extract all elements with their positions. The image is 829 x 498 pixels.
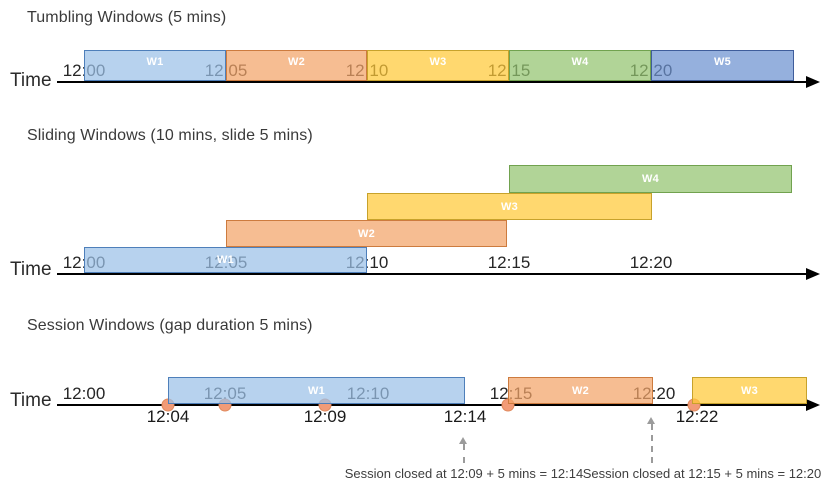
tumbling-section-title: Tumbling Windows (5 mins) xyxy=(27,9,227,26)
sliding-window-w1: W1 xyxy=(84,247,367,273)
sliding-tick-1205: 12:05 xyxy=(204,253,248,272)
tumbling-window-label-w5: W5 xyxy=(713,56,732,68)
sliding-window-w4: W4 xyxy=(509,165,792,193)
session-section-title: Session Windows (gap duration 5 mins) xyxy=(27,317,313,334)
sliding-tick-1200: 12:00 xyxy=(62,253,106,272)
tumbling-window-label-w4: W4 xyxy=(571,56,589,68)
session-event-time-1209: 12:09 xyxy=(303,407,347,426)
session-annotation-text-1: Session closed at 12:09 + 5 mins = 12:14 xyxy=(344,466,584,481)
sliding-section-title: Sliding Windows (10 mins, slide 5 mins) xyxy=(27,127,313,144)
sliding-window-w2: W2 xyxy=(226,220,507,247)
tumbling-window-label-w2: W2 xyxy=(287,56,306,68)
session-event-dot-1204 xyxy=(161,398,175,412)
sliding-tick-1210: 12:10 xyxy=(345,253,389,272)
tumbling-tick-1220: 12:20 xyxy=(629,61,673,80)
sliding-axis-arrowhead-icon xyxy=(806,268,820,280)
tumbling-tick-1210: 12:10 xyxy=(345,61,389,80)
tumbling-window-w1: W1 xyxy=(84,50,226,81)
sliding-time-axis xyxy=(57,273,806,275)
tumbling-window-w3: W3 xyxy=(367,50,509,81)
tumbling-window-w5: W5 xyxy=(651,50,794,81)
session-event-dot-1205 xyxy=(218,398,232,412)
session-window-label-w1: W1 xyxy=(307,384,326,397)
tumbling-tick-1200: 12:00 xyxy=(62,61,106,80)
session-event-time-1214: 12:14 xyxy=(443,407,487,426)
sliding-window-label-w1: W1 xyxy=(216,254,235,266)
tumbling-window-w2: W2 xyxy=(226,50,367,81)
tumbling-axis-arrowhead-icon xyxy=(806,76,820,88)
tumbling-window-label-w1: W1 xyxy=(146,56,164,68)
session-event-dot-1209 xyxy=(318,398,332,412)
session-tick-1205: 12:05 xyxy=(203,384,247,403)
session-annotation-arrow-2 xyxy=(651,424,653,463)
tumbling-tick-1215: 12:15 xyxy=(487,61,531,80)
sliding-window-label-w2: W2 xyxy=(357,227,376,240)
session-tick-1210: 12:10 xyxy=(346,384,390,403)
tumbling-window-label-w3: W3 xyxy=(429,56,447,68)
tumbling-time-axis-label: Time xyxy=(10,70,52,91)
session-time-axis xyxy=(57,404,806,406)
session-annotation-arrowhead-icon-2 xyxy=(647,417,655,424)
session-tick-1215: 12:15 xyxy=(489,384,533,403)
session-event-dot-1215 xyxy=(501,398,515,412)
session-window-label-w3: W3 xyxy=(740,384,759,397)
tumbling-time-axis xyxy=(57,81,806,83)
session-window-w2: W2 xyxy=(508,377,653,404)
session-annotation-text-2: Session closed at 12:15 + 5 mins = 12:20 xyxy=(582,466,822,481)
session-event-time-1222: 12:22 xyxy=(675,407,719,426)
session-tick-1200: 12:00 xyxy=(62,384,106,403)
sliding-tick-1215: 12:15 xyxy=(487,253,531,272)
session-window-label-w2: W2 xyxy=(571,384,590,397)
tumbling-window-w4: W4 xyxy=(509,50,651,81)
session-time-axis-label: Time xyxy=(10,390,52,411)
session-tick-1220: 12:20 xyxy=(632,384,676,403)
session-window-w1: W1 xyxy=(168,377,465,404)
session-event-dot-1222 xyxy=(687,398,701,412)
sliding-time-axis-label: Time xyxy=(10,259,52,280)
sliding-window-w3: W3 xyxy=(367,193,652,220)
sliding-window-label-w3: W3 xyxy=(500,200,519,213)
sliding-window-label-w4: W4 xyxy=(641,173,660,185)
sliding-tick-1220: 12:20 xyxy=(629,253,673,272)
session-window-w3: W3 xyxy=(692,377,807,404)
session-axis-arrowhead-icon xyxy=(806,399,820,411)
tumbling-tick-1205: 12:05 xyxy=(204,61,248,80)
session-event-time-1204: 12:04 xyxy=(146,407,190,426)
session-annotation-arrow-1 xyxy=(463,444,465,463)
session-annotation-arrowhead-icon-1 xyxy=(459,437,467,444)
